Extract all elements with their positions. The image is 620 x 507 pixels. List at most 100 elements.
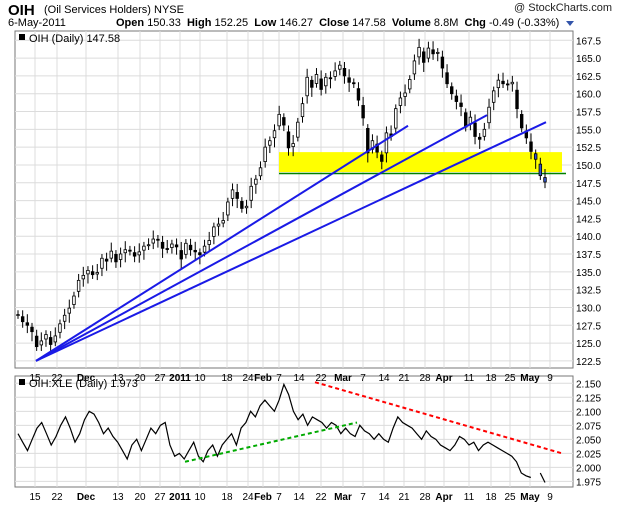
ratio-x-tick-label: 7 (276, 492, 282, 503)
candle-body (408, 79, 412, 90)
price-candle (431, 41, 435, 60)
price-candle (207, 231, 211, 251)
price-candle (491, 86, 496, 111)
price-candle (286, 125, 291, 156)
price-candle (426, 41, 431, 63)
ratio-x-tick-label: 14 (293, 492, 305, 503)
candle-body (188, 244, 193, 251)
candle-body (132, 252, 137, 257)
price-y-tick-label: 167.5 (576, 36, 601, 47)
candle-body (268, 140, 272, 146)
price-candle (296, 117, 300, 142)
candle-body (258, 167, 263, 177)
price-candle (403, 84, 407, 107)
price-candle (118, 247, 123, 268)
ratio-panel-frame (14, 375, 574, 488)
price-x-tick-label: 20 (134, 373, 146, 384)
price-candle (272, 124, 277, 148)
candle-body (333, 70, 337, 77)
candle-body (510, 81, 515, 85)
candle-body (491, 90, 496, 103)
ratio-x-tick-label: 20 (134, 492, 146, 503)
candle-body (291, 143, 295, 147)
price-y-tick-label: 127.5 (576, 321, 601, 332)
price-candle (188, 238, 193, 256)
price-x-tick-label: 7 (360, 373, 366, 384)
ratio-trendline-green (184, 421, 358, 463)
candle-body (62, 314, 67, 322)
candle-body (34, 335, 39, 348)
candle-body (533, 153, 538, 160)
price-candle (454, 89, 459, 110)
price-candle (179, 241, 183, 269)
candle-body (58, 323, 62, 333)
price-candle (30, 322, 34, 342)
price-candle (398, 91, 403, 114)
price-candle (170, 239, 174, 254)
price-candle (529, 133, 533, 160)
candle-body (403, 92, 407, 97)
price-candle (240, 197, 244, 213)
candle-body (464, 112, 468, 128)
candle-body (244, 205, 249, 209)
candle-body (198, 252, 202, 256)
price-candle (34, 329, 39, 351)
price-x-tick-label: Mar (334, 373, 352, 384)
price-y-tick-label: 125.0 (576, 339, 601, 350)
price-candle (53, 327, 58, 347)
candle-body (305, 76, 309, 97)
price-candle (114, 250, 118, 268)
candle-body (314, 74, 319, 84)
candle-body (324, 76, 328, 87)
candle-body (361, 105, 365, 119)
price-y-tick-label: 132.5 (576, 286, 601, 297)
ratio-x-tick-label: 24 (242, 492, 254, 503)
price-candle (146, 238, 151, 251)
dropdown-icon[interactable] (566, 21, 574, 26)
open-value: 150.33 (147, 17, 181, 29)
candle-body (109, 250, 113, 259)
price-candle (380, 150, 384, 170)
price-candle (352, 78, 356, 88)
price-candle (440, 50, 445, 78)
candle-body (515, 89, 519, 110)
price-candle (62, 308, 67, 330)
price-x-tick-label: 22 (51, 373, 63, 384)
price-candle (67, 299, 72, 323)
candle-body (487, 106, 491, 124)
low-value: 146.27 (279, 17, 313, 29)
price-trendline (35, 124, 409, 362)
ratio-x-tick-label: 22 (51, 492, 63, 503)
candle-body (482, 128, 487, 137)
ratio-y-tick-label: 2.100 (576, 407, 601, 418)
chg-value: -0.49 (-0.33%) (488, 17, 560, 29)
low-label: Low (254, 17, 277, 29)
price-candle (258, 161, 263, 181)
price-candle (450, 82, 454, 100)
price-panel-frame (14, 30, 574, 369)
price-candle (300, 97, 305, 123)
ratio-x-tick-label: Mar (334, 492, 352, 503)
candle-body (30, 326, 34, 333)
price-candle (356, 82, 361, 107)
candle-body (300, 103, 305, 118)
price-candle (254, 174, 258, 194)
candle-body (478, 136, 482, 140)
candle-body (160, 241, 165, 249)
candle-body (538, 163, 543, 177)
price-candle (478, 133, 482, 149)
ratio-trendline-red (314, 381, 563, 455)
price-candle (221, 211, 225, 228)
volume-value: 8.8M (433, 17, 459, 29)
candle-body (90, 271, 95, 276)
price-candle (156, 234, 160, 248)
candle-body (16, 314, 20, 316)
ratio-x-tick-label: 15 (29, 492, 41, 503)
price-candle (128, 245, 132, 256)
price-candle (305, 68, 309, 104)
price-candle (515, 81, 519, 119)
price-candle (473, 114, 477, 145)
price-candle (394, 104, 398, 135)
price-y-tick-label: 137.5 (576, 250, 601, 261)
price-y-tick-label: 142.5 (576, 214, 601, 225)
